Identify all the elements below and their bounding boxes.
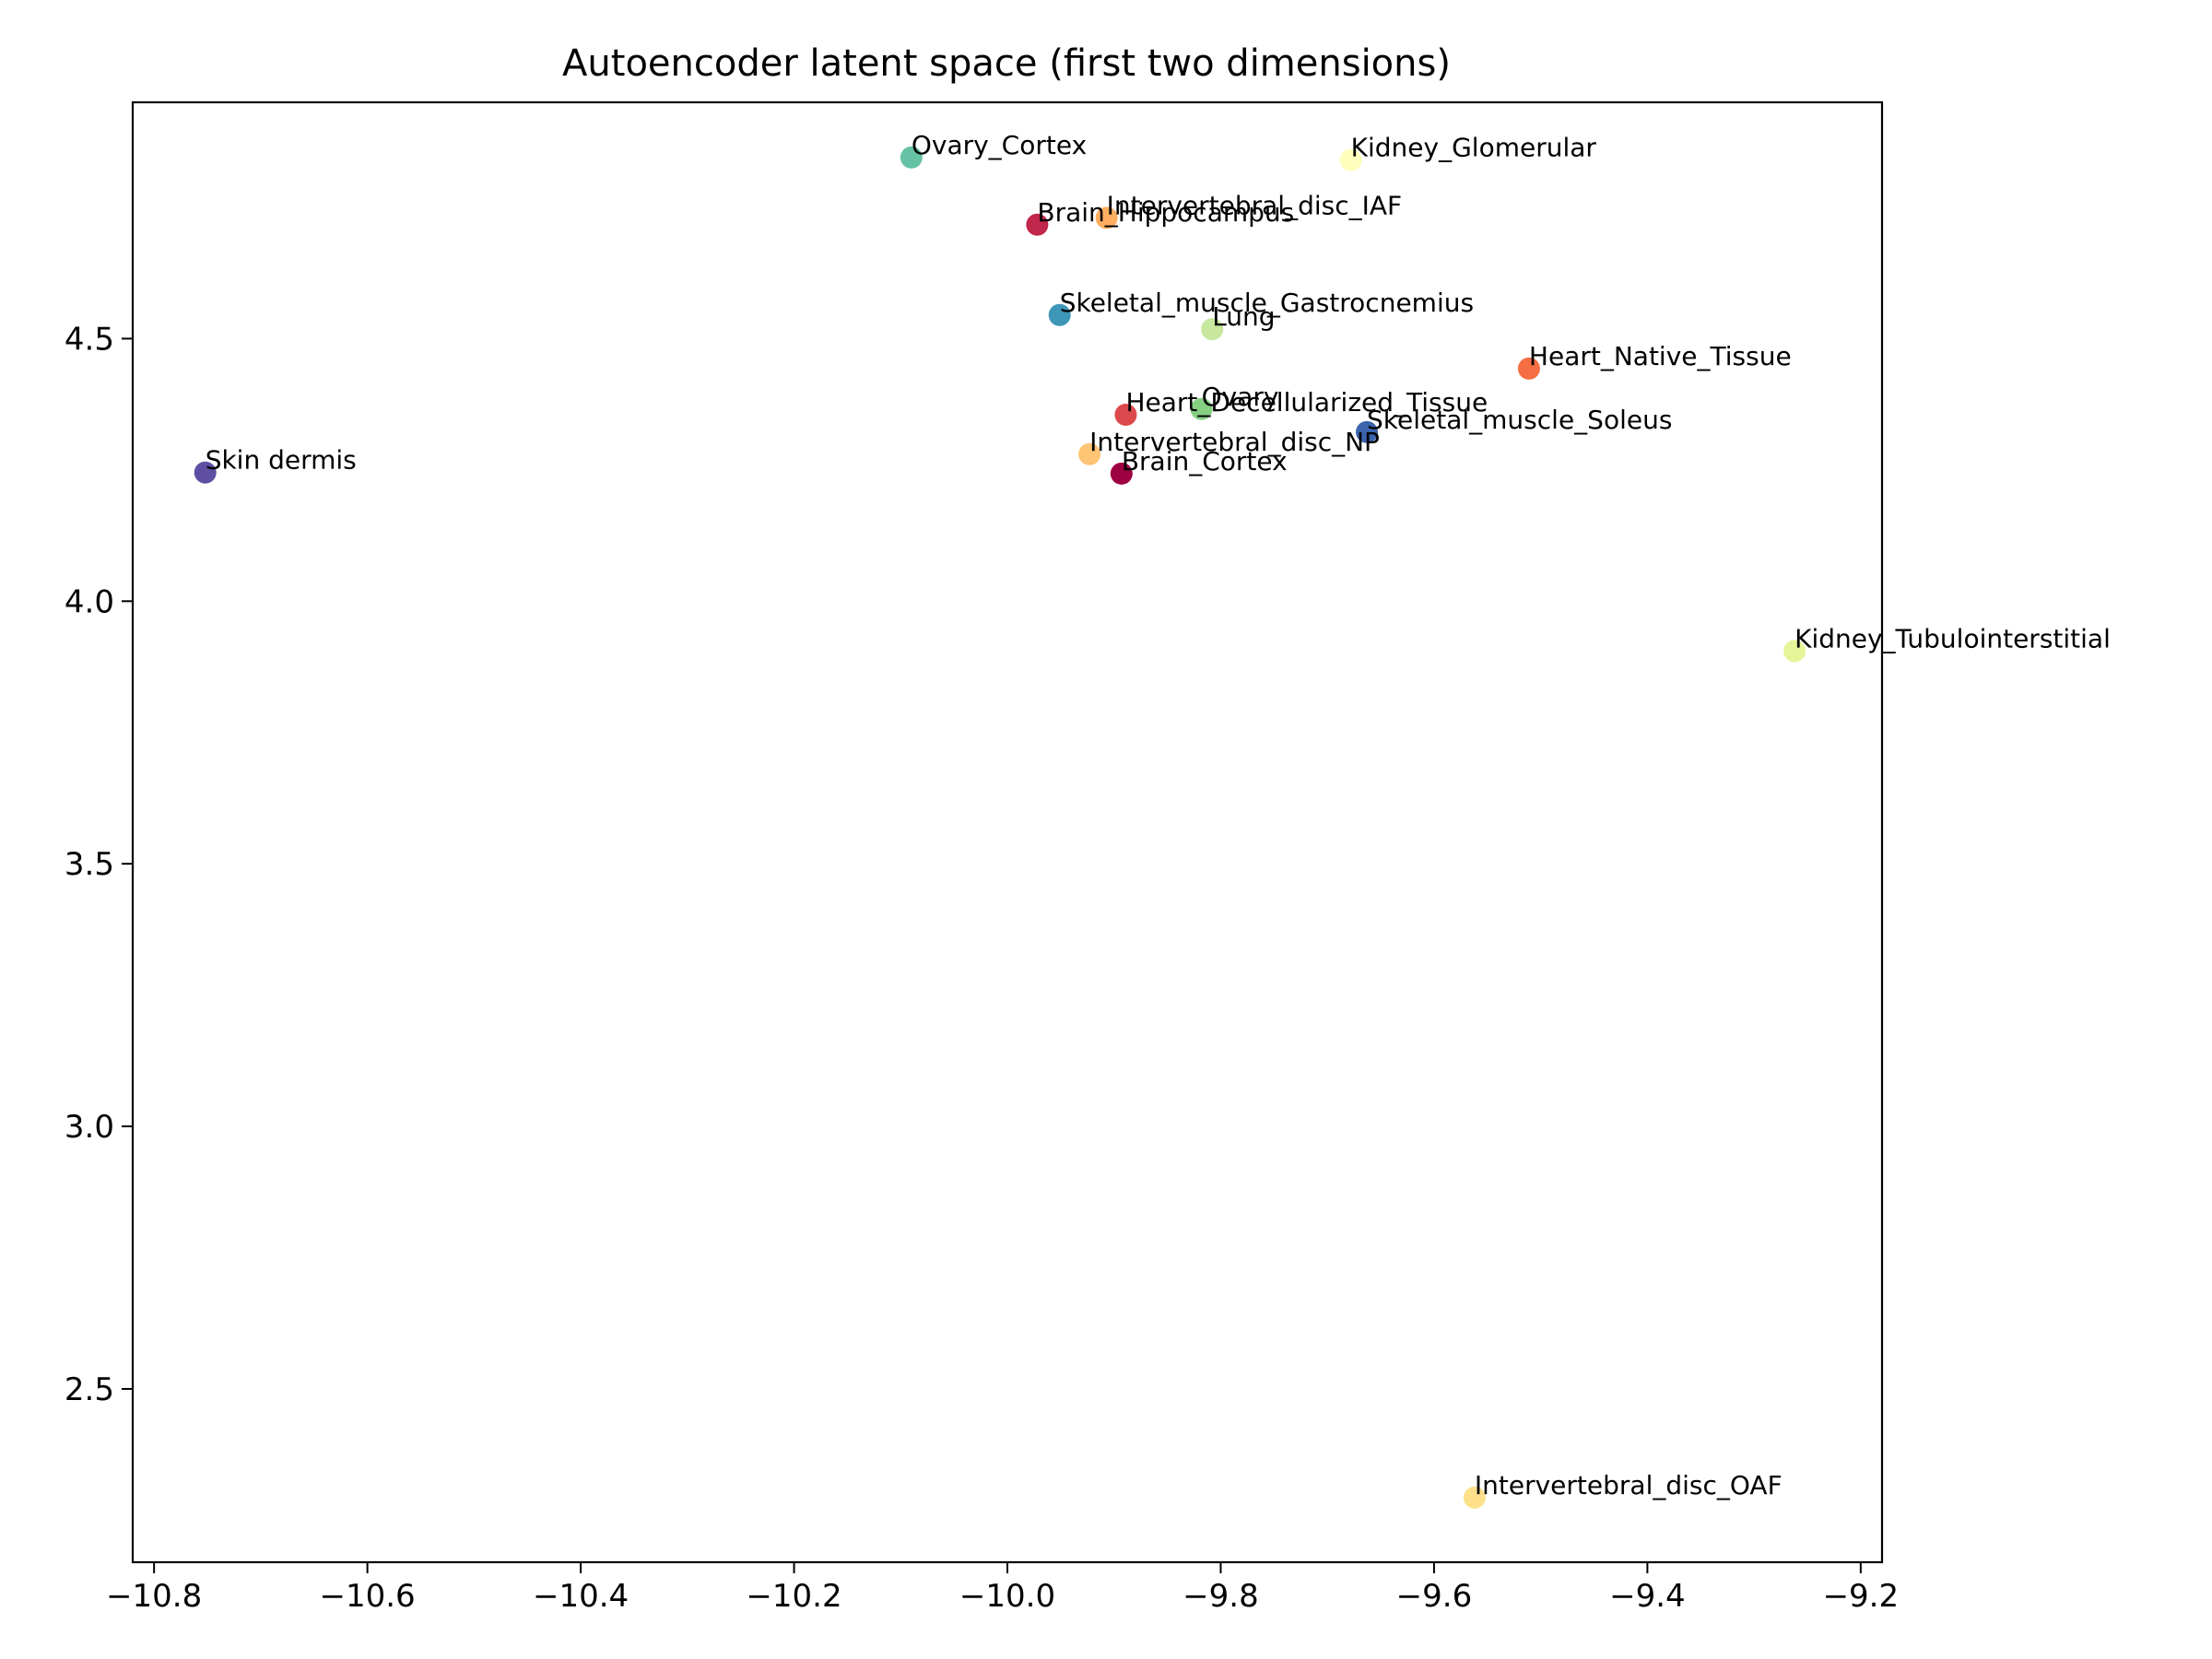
data-point	[1517, 357, 1540, 380]
y-tick-label: 4.5	[65, 321, 114, 358]
data-point	[900, 146, 923, 169]
data-point	[1048, 303, 1071, 326]
data-point	[1190, 397, 1213, 420]
data-point	[1095, 206, 1118, 229]
y-tick-label: 3.0	[65, 1109, 114, 1146]
data-point	[1026, 213, 1049, 236]
point-label: Brain_Hippocampus	[1037, 197, 1294, 228]
point-label: Ovary	[1202, 382, 1279, 412]
point-label: Lung	[1212, 301, 1275, 332]
point-label: Skeletal_muscle_Soleus	[1367, 405, 1672, 435]
data-point	[1463, 1486, 1486, 1509]
data-point	[1201, 318, 1224, 341]
x-tick-label: −9.8	[1182, 1578, 1259, 1615]
x-tick-label: −10.8	[106, 1578, 202, 1615]
x-tick-label: −9.2	[1823, 1578, 1900, 1615]
point-label: Brain_Cortex	[1122, 446, 1288, 477]
data-point	[1783, 640, 1806, 663]
x-tick-label: −10.0	[959, 1578, 1055, 1615]
x-tick-label: −10.6	[320, 1578, 416, 1615]
point-label: Ovary_Cortex	[912, 130, 1087, 160]
point-label: Intervertebral_disc_OAF	[1475, 1470, 1783, 1500]
data-point	[1078, 442, 1101, 465]
x-tick-label: −10.4	[533, 1578, 629, 1615]
data-point	[1110, 462, 1133, 485]
point-label: Heart_Decellularized_Tissue	[1125, 387, 1488, 418]
x-tick-label: −9.6	[1396, 1578, 1473, 1615]
plot-frame	[131, 100, 1884, 1564]
y-tick-label: 4.0	[65, 583, 114, 620]
y-axis: 2.5 3.0 3.5 4.0 4.5	[65, 321, 133, 1408]
y-tick-label: 3.5	[65, 846, 114, 883]
point-label: Kidney_Tubulointerstitial	[1794, 623, 2111, 653]
data-point	[1356, 420, 1379, 443]
plot-marks: Ovary_Cortex Kidney_Glomerular Interverteb…	[194, 130, 2111, 1509]
x-tick-label: −9.4	[1609, 1578, 1686, 1615]
data-point	[194, 461, 217, 484]
x-tick-label: −10.2	[746, 1578, 841, 1615]
data-point	[1114, 404, 1137, 427]
point-label: Kidney_Glomerular	[1351, 133, 1597, 163]
point-label: Intervertebral_disc_NP	[1089, 427, 1380, 457]
chart-title: Autoencoder latent space (first two dime…	[562, 42, 1451, 85]
y-tick-label: 2.5	[65, 1371, 114, 1408]
point-label: Intervertebral_disc_IAF	[1107, 190, 1403, 220]
x-axis: −10.8 −10.6 −10.4 −10.2 −10.0 −9.8 −9.6 −9.4 −9.…	[106, 1562, 1899, 1615]
point-label: Skeletal_muscle_Gastrocnemius	[1060, 288, 1474, 318]
point-label: Skin dermis	[206, 445, 357, 476]
data-point	[1339, 148, 1362, 171]
point-label: Heart_Native_Tissue	[1529, 341, 1792, 371]
